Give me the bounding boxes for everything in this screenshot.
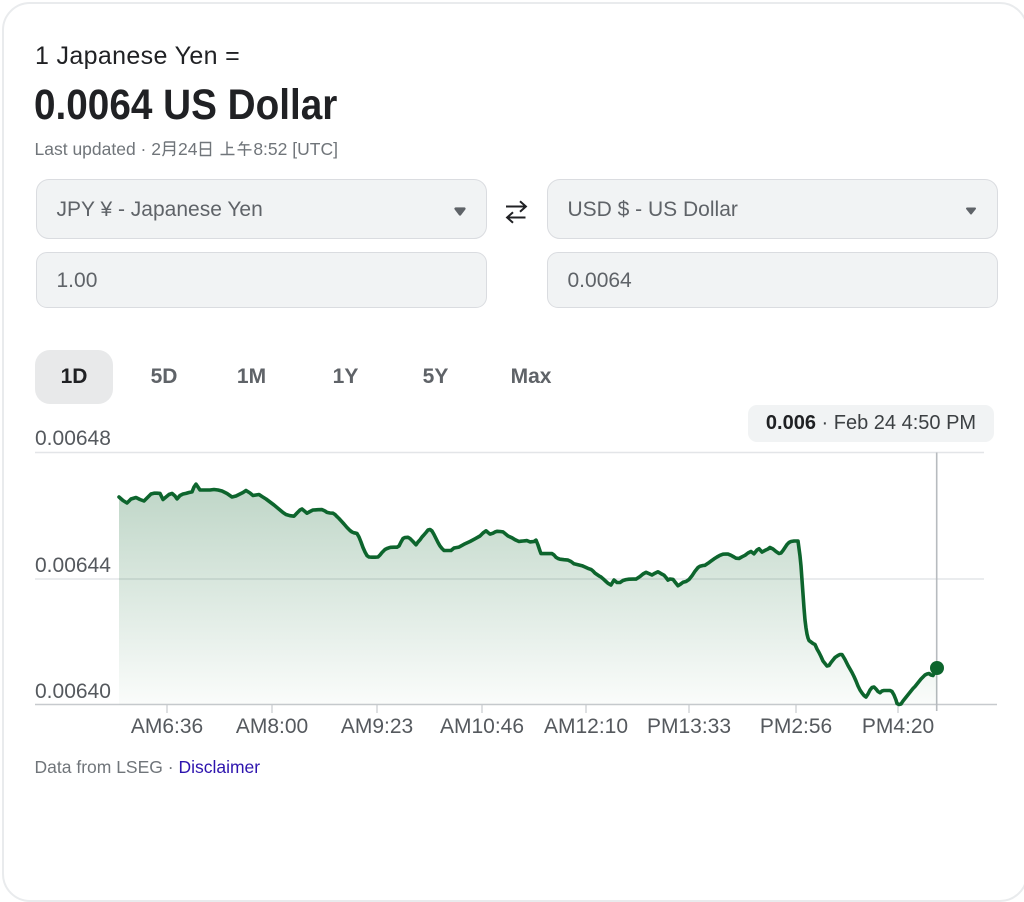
svg-text:0.00648: 0.00648 — [35, 427, 111, 450]
svg-text:AM6:36: AM6:36 — [131, 715, 203, 738]
svg-text:AM9:23: AM9:23 — [341, 715, 413, 738]
svg-text:PM2:56: PM2:56 — [760, 715, 832, 738]
svg-text:AM10:46: AM10:46 — [440, 715, 524, 738]
svg-text:0.00640: 0.00640 — [35, 680, 111, 703]
svg-text:PM4:20: PM4:20 — [862, 715, 934, 738]
svg-text:AM8:00: AM8:00 — [236, 715, 308, 738]
svg-text:AM12:10: AM12:10 — [544, 715, 628, 738]
svg-text:PM13:33: PM13:33 — [647, 715, 731, 738]
svg-text:0.00644: 0.00644 — [35, 554, 111, 577]
